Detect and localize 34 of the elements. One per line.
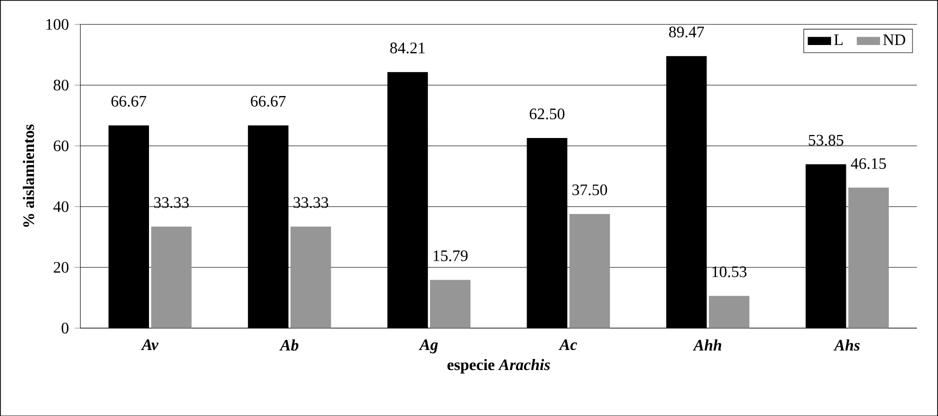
bar: [708, 296, 750, 328]
x-tick-label: Ac: [558, 339, 577, 350]
data-label: 66.67: [111, 96, 146, 106]
y-tick-label: 0: [62, 322, 68, 334]
bar: [569, 214, 610, 328]
data-label: 62.50: [530, 108, 564, 120]
data-label: 33.33: [294, 196, 328, 208]
data-label: 89.47: [669, 26, 704, 38]
y-tick-label: 80: [54, 80, 68, 90]
x-tick-label: Ahs: [834, 339, 860, 350]
x-tick-label: Ahh: [692, 339, 722, 350]
legend-label: L: [834, 34, 843, 45]
legend-label: ND: [883, 34, 906, 45]
y-tick-label: 40: [53, 201, 68, 212]
data-label: 46.15: [850, 158, 886, 169]
x-tick-label: Av: [140, 339, 158, 350]
data-label: 37.50: [572, 184, 608, 196]
data-label: 33.33: [154, 196, 189, 208]
bar: [290, 226, 332, 328]
y-tick-label: 60: [54, 140, 68, 152]
data-label: 15.79: [434, 250, 468, 262]
data-label: 66.67: [250, 96, 286, 106]
x-tick-label: Ab: [279, 339, 298, 350]
bar: [151, 226, 192, 328]
bar: [848, 187, 889, 328]
y-axis-title: % aislamientos: [22, 124, 34, 227]
bar: [430, 280, 470, 328]
y-tick-label: 20: [54, 262, 68, 273]
data-label: 53.85: [808, 134, 844, 146]
y-tick-label: 100: [46, 18, 68, 30]
data-label: 84.21: [390, 42, 425, 54]
x-tick-label: Ag: [418, 339, 438, 354]
x-axis-title: especie Arachis: [447, 358, 550, 374]
data-label: 10.53: [712, 266, 746, 277]
